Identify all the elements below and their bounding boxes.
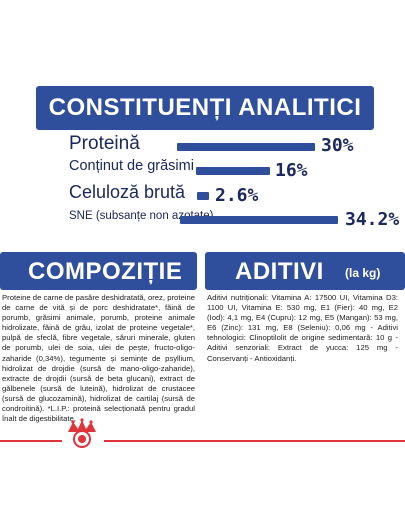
additives-text: Aditivi nutriționali: Vitamina A: 17500 … xyxy=(207,293,398,363)
fiber-value: 2.6% xyxy=(215,185,259,206)
analytical-constituents-banner: CONSTITUENȚI ANALITICI xyxy=(36,86,374,130)
protein-bar xyxy=(177,143,315,151)
additives-title: ADITIVI xyxy=(235,258,324,285)
nfe-label: SNE (subsanțe non azotate) xyxy=(69,210,214,222)
fat-bar xyxy=(196,167,270,175)
fat-label: Conținut de grăsimi xyxy=(69,158,194,174)
nfe-value: 34.2% xyxy=(345,209,400,230)
protein-label: Proteină xyxy=(69,133,140,154)
additives-header: ADITIVI (la kg) xyxy=(205,252,405,290)
fiber-label: Celuloză brută xyxy=(69,182,186,202)
red-divider-right xyxy=(104,440,405,442)
composition-text: Proteine de carne de pasăre deshidratată… xyxy=(2,293,195,424)
nfe-bar xyxy=(180,216,338,224)
fat-value: 16% xyxy=(275,160,308,181)
composition-title: COMPOZIȚIE xyxy=(28,258,183,285)
royal-canin-crown-logo-icon xyxy=(68,418,96,448)
additives-unit: (la kg) xyxy=(345,266,381,280)
protein-value: 30% xyxy=(321,135,354,156)
fiber-bar xyxy=(197,192,209,200)
red-divider-left xyxy=(0,440,62,442)
composition-header: COMPOZIȚIE xyxy=(0,252,197,290)
